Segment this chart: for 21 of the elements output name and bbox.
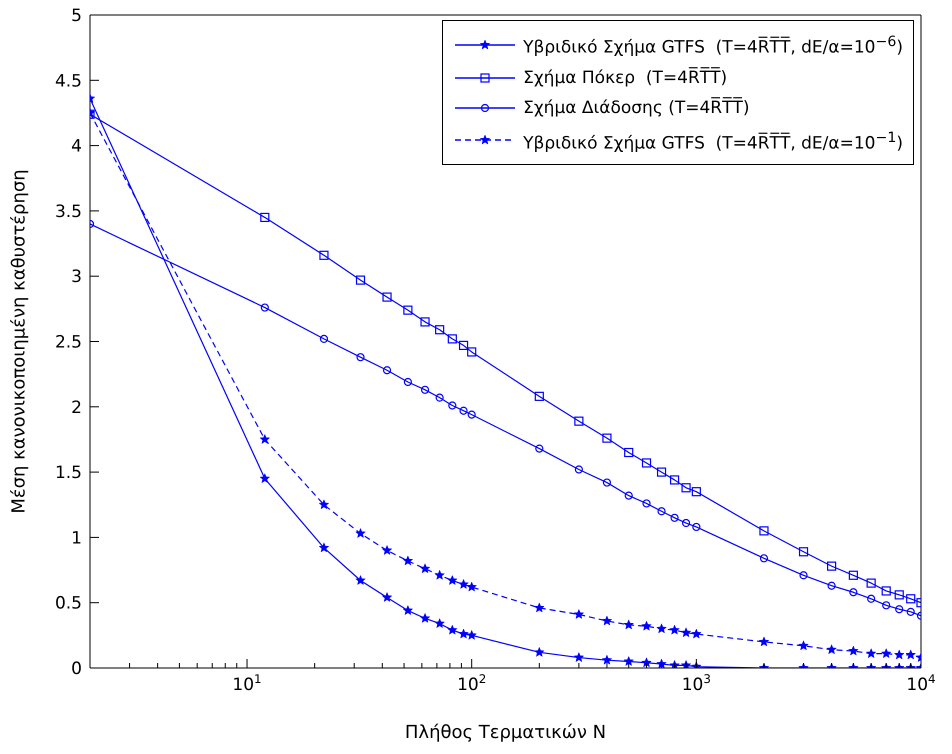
x-tick-label: 10$^{4}$ <box>906 672 936 695</box>
legend-label: Σχήμα Διάδοσης (T=4R̅T̅T̅) <box>523 96 750 120</box>
y-tick-label: 0 <box>71 659 82 679</box>
y-tick-label: 2 <box>71 398 82 418</box>
legend-label: Σχήμα Πόκερ (T=4R̅T̅T̅) <box>523 66 728 90</box>
y-axis-title: Μέση κανονικοποιημένη καθυστέρηση <box>8 169 30 514</box>
y-tick-label: 3.5 <box>54 202 82 222</box>
x-tick-label: 10$^{3}$ <box>682 672 711 695</box>
y-tick-label: 0.5 <box>54 594 82 614</box>
y-tick-label: 2.5 <box>54 332 82 352</box>
y-tick-label: 1 <box>71 528 82 548</box>
y-tick-label: 4 <box>71 136 82 157</box>
x-tick-label: 10$^{1}$ <box>232 672 262 695</box>
x-axis-title: Πλήθος Τερματικών N <box>404 722 606 743</box>
y-tick-label: 5 <box>71 6 82 26</box>
y-tick-label: 3 <box>71 267 82 288</box>
legend-label: Υβριδικό Σχήμα GTFS (T=4R̅T̅T̅, dE/α=10$^{−1}$) <box>523 128 903 156</box>
x-tick-label: 10$^{2}$ <box>457 672 486 695</box>
legend-label: Υβριδικό Σχήμα GTFS (T=4R̅T̅T̅, dE/α=10$^{−6}$) <box>523 33 903 60</box>
y-tick-label: 4.5 <box>54 71 82 92</box>
y-tick-label: 1.5 <box>54 463 82 484</box>
